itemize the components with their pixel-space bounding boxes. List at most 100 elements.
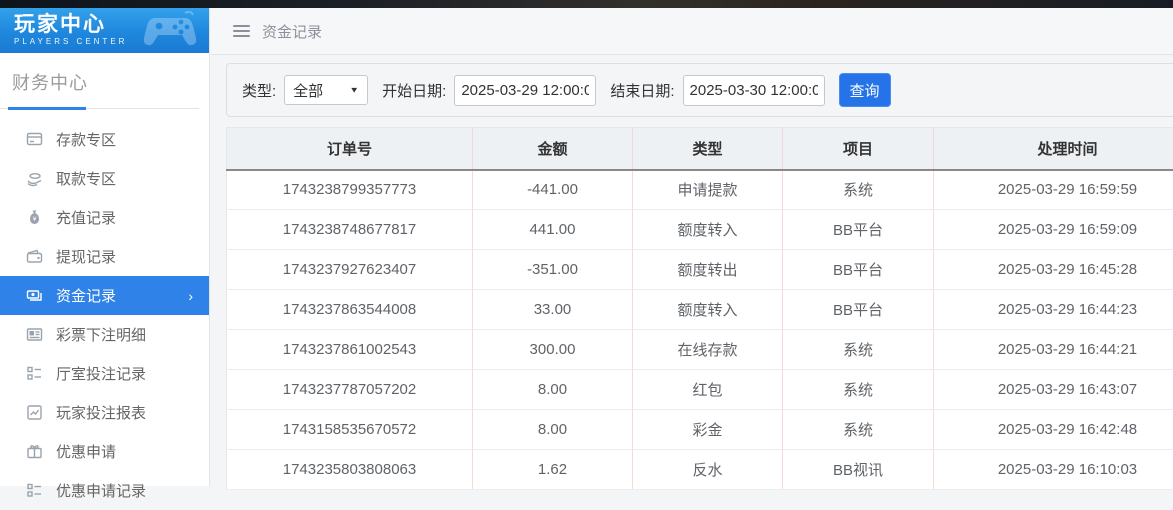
table-cell: -441.00 bbox=[473, 170, 633, 210]
sidebar-item-fund-records[interactable]: 资金记录 › bbox=[0, 276, 209, 315]
table-cell: 额度转入 bbox=[633, 210, 783, 250]
start-date-label: 开始日期: bbox=[382, 80, 446, 101]
newspaper-icon bbox=[26, 326, 43, 343]
table-cell: 额度转入 bbox=[633, 290, 783, 330]
type-label: 类型: bbox=[242, 80, 276, 101]
checklist-icon bbox=[26, 365, 43, 382]
checklist-icon bbox=[26, 482, 43, 499]
end-date-input[interactable] bbox=[683, 75, 825, 106]
table-cell: BB平台 bbox=[783, 210, 934, 250]
table-cell: 1743237863544008 bbox=[227, 290, 473, 330]
sidebar-item-player-bet-report[interactable]: 玩家投注报表 bbox=[0, 393, 209, 432]
table-cell: BB平台 bbox=[783, 250, 934, 290]
deposit-zone-icon bbox=[26, 131, 43, 148]
table-cell: 1743237861002543 bbox=[227, 330, 473, 370]
section-divider bbox=[0, 107, 209, 110]
chevron-down-icon: ▼ bbox=[349, 86, 359, 95]
filter-bar: 类型: 全部 ▼ 开始日期: 结束日期: 查询 bbox=[226, 63, 1173, 117]
type-select[interactable]: 全部 ▼ bbox=[284, 75, 368, 105]
sidebar-section-title: 财务中心 bbox=[0, 53, 209, 101]
sidebar-item-promo-apply-records[interactable]: 优惠申请记录 bbox=[0, 471, 209, 510]
table-cell: 2025-03-29 16:59:09 bbox=[934, 210, 1173, 250]
table-cell: 2025-03-29 16:44:23 bbox=[934, 290, 1173, 330]
sidebar-item-withdraw-zone[interactable]: 取款专区 bbox=[0, 159, 209, 198]
table-cell: 彩金 bbox=[633, 410, 783, 450]
table-cell: BB视讯 bbox=[783, 450, 934, 490]
sidebar-item-withdrawal-records[interactable]: 提现记录 bbox=[0, 237, 209, 276]
sidebar-item-label: 存款专区 bbox=[56, 129, 116, 150]
column-header: 处理时间 bbox=[934, 128, 1173, 170]
table-cell: 1743237927623407 bbox=[227, 250, 473, 290]
table-cell: 2025-03-29 16:43:07 bbox=[934, 370, 1173, 410]
table-cell: 申请提款 bbox=[633, 170, 783, 210]
sidebar: 玩家中心 PLAYERS CENTER 财务中心 存款专区 取款专区 bbox=[0, 8, 210, 486]
column-header: 金额 bbox=[473, 128, 633, 170]
table-cell: 1743235803808063 bbox=[227, 450, 473, 490]
table-header: 订单号金额类型项目处理时间 bbox=[227, 128, 1173, 170]
start-date-input[interactable] bbox=[454, 75, 596, 106]
sidebar-item-label: 充值记录 bbox=[56, 207, 116, 228]
sidebar-item-recharge-records[interactable]: ¥ 充值记录 bbox=[0, 198, 209, 237]
hamburger-menu-icon[interactable] bbox=[233, 22, 250, 40]
wallet-icon bbox=[26, 248, 43, 265]
table-cell: 1743238799357773 bbox=[227, 170, 473, 210]
table-cell: 8.00 bbox=[473, 410, 633, 450]
table-cell: 系统 bbox=[783, 370, 934, 410]
table-cell: 1743237787057202 bbox=[227, 370, 473, 410]
table-cell: 2025-03-29 16:59:59 bbox=[934, 170, 1173, 210]
table-cell: 红包 bbox=[633, 370, 783, 410]
sidebar-item-hall-bet-records[interactable]: 厅室投注记录 bbox=[0, 354, 209, 393]
table-cell: 2025-03-29 16:45:28 bbox=[934, 250, 1173, 290]
chevron-right-icon: › bbox=[188, 288, 193, 304]
sidebar-item-deposit-zone[interactable]: 存款专区 bbox=[0, 120, 209, 159]
column-header: 类型 bbox=[633, 128, 783, 170]
table-cell: 441.00 bbox=[473, 210, 633, 250]
table-cell: 2025-03-29 16:42:48 bbox=[934, 410, 1173, 450]
sidebar-item-lottery-bet-details[interactable]: 彩票下注明细 bbox=[0, 315, 209, 354]
sidebar-item-label: 优惠申请记录 bbox=[56, 480, 146, 501]
sidebar-item-label: 优惠申请 bbox=[56, 441, 116, 462]
sidebar-item-label: 玩家投注报表 bbox=[56, 402, 146, 423]
svg-text:¥: ¥ bbox=[33, 216, 37, 223]
table-cell: 2025-03-29 16:10:03 bbox=[934, 450, 1173, 490]
gift-icon bbox=[26, 443, 43, 460]
sidebar-menu: 存款专区 取款专区 ¥ 充值记录 提现记录 资金记录 › bbox=[0, 120, 209, 510]
banknotes-icon bbox=[26, 287, 43, 304]
page-title: 资金记录 bbox=[262, 21, 322, 42]
table-cell: 系统 bbox=[783, 410, 934, 450]
search-button[interactable]: 查询 bbox=[839, 73, 891, 107]
app-logo: 玩家中心 PLAYERS CENTER bbox=[0, 8, 209, 53]
table-cell: BB平台 bbox=[783, 290, 934, 330]
table-cell: 2025-03-29 16:44:21 bbox=[934, 330, 1173, 370]
breadcrumb-bar: 资金记录 bbox=[211, 8, 1173, 55]
table-cell: 1743158535670572 bbox=[227, 410, 473, 450]
table-cell: 1743238748677817 bbox=[227, 210, 473, 250]
top-dark-strip bbox=[0, 0, 1173, 8]
table-cell: 在线存款 bbox=[633, 330, 783, 370]
table-cell: -351.00 bbox=[473, 250, 633, 290]
column-header: 项目 bbox=[783, 128, 934, 170]
type-select-value: 全部 bbox=[293, 80, 323, 101]
sidebar-item-promo-apply[interactable]: 优惠申请 bbox=[0, 432, 209, 471]
table-cell: 系统 bbox=[783, 170, 934, 210]
chart-report-icon bbox=[26, 404, 43, 421]
sidebar-item-label: 厅室投注记录 bbox=[56, 363, 146, 384]
table-cell: 33.00 bbox=[473, 290, 633, 330]
sidebar-item-label: 彩票下注明细 bbox=[56, 324, 146, 345]
end-date-label: 结束日期: bbox=[610, 80, 674, 101]
table-cell: 反水 bbox=[633, 450, 783, 490]
withdraw-zone-icon bbox=[26, 170, 43, 187]
table-cell: 300.00 bbox=[473, 330, 633, 370]
sidebar-item-label: 取款专区 bbox=[56, 168, 116, 189]
table-cell: 系统 bbox=[783, 330, 934, 370]
column-header: 订单号 bbox=[227, 128, 473, 170]
table-cell: 8.00 bbox=[473, 370, 633, 410]
